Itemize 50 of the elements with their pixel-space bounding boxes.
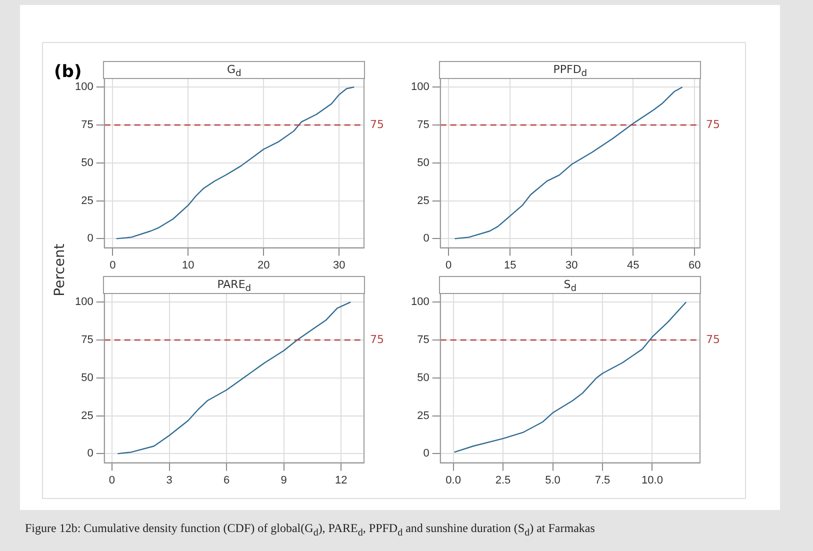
y-tick-label: 25: [81, 194, 94, 207]
x-tick-label: 7.5: [594, 474, 610, 486]
y-tick-label: 50: [81, 372, 94, 384]
x-tick-label: 30: [332, 259, 346, 272]
x-tick-label: 9: [280, 474, 287, 486]
x-tick-label: 0: [445, 259, 452, 272]
x-tick-label: 10: [182, 259, 194, 272]
x-tick-label: 45: [627, 259, 640, 272]
ref-line-label: 75: [706, 332, 720, 346]
x-tick-label: 10.0: [642, 474, 663, 486]
x-tick-label: 12: [334, 474, 348, 486]
y-tick-label: 100: [74, 81, 94, 94]
y-tick-label: 25: [417, 410, 430, 422]
chart-title: PPFD$_{d}$: [439, 61, 701, 80]
y-tick-label: 50: [81, 156, 94, 169]
y-axis-title: Percent: [52, 244, 68, 296]
y-tick-label: 50: [417, 372, 430, 384]
ref-line-label: 75: [706, 118, 720, 131]
x-tick-label: 60: [688, 259, 701, 272]
y-tick-label: 100: [74, 296, 94, 308]
y-tick-label: 75: [417, 119, 430, 132]
x-tick-label: 2.5: [495, 474, 511, 486]
chart-title: S$_{d}$: [439, 276, 701, 294]
x-tick-label: 20: [257, 259, 270, 272]
text: (b): [54, 62, 82, 82]
x-tick-label: 5.0: [545, 474, 560, 486]
x-tick-label: 6: [223, 474, 230, 486]
y-tick-label: 50: [417, 156, 430, 169]
y-tick-label: 25: [81, 410, 94, 422]
y-tick-label: 75: [81, 334, 94, 346]
x-tick-label: 0: [108, 474, 116, 486]
x-tick-label: 0.0: [446, 474, 461, 486]
chart-title: PARE$_{d}$: [103, 276, 365, 294]
ref-line-label: 75: [370, 118, 384, 131]
y-tick-label: 0: [423, 448, 430, 460]
x-tick-label: 0: [110, 259, 116, 272]
y-tick-label: 100: [410, 81, 430, 94]
y-tick-label: 0: [423, 232, 430, 245]
ref-line-label: 75: [370, 332, 384, 346]
y-tick-label: 75: [417, 334, 430, 346]
y-tick-label: 100: [410, 296, 430, 308]
x-tick-label: 3: [166, 474, 172, 486]
y-tick-label: 75: [81, 119, 94, 132]
chart-title: G$_{d}$: [103, 61, 365, 80]
y-tick-label: 0: [87, 232, 94, 245]
y-tick-label: 0: [87, 448, 94, 460]
text: Figure 12b: Cumulative density function (CDF) of global(G$_{d}$), PARE$_{d}$, PPFD$_{d}$ and sunshine duration (S$_{d}$) at Farmakas: [25, 521, 595, 538]
x-tick-label: 15: [504, 259, 516, 272]
y-tick-label: 25: [417, 194, 430, 207]
x-tick-label: 30: [565, 259, 578, 272]
